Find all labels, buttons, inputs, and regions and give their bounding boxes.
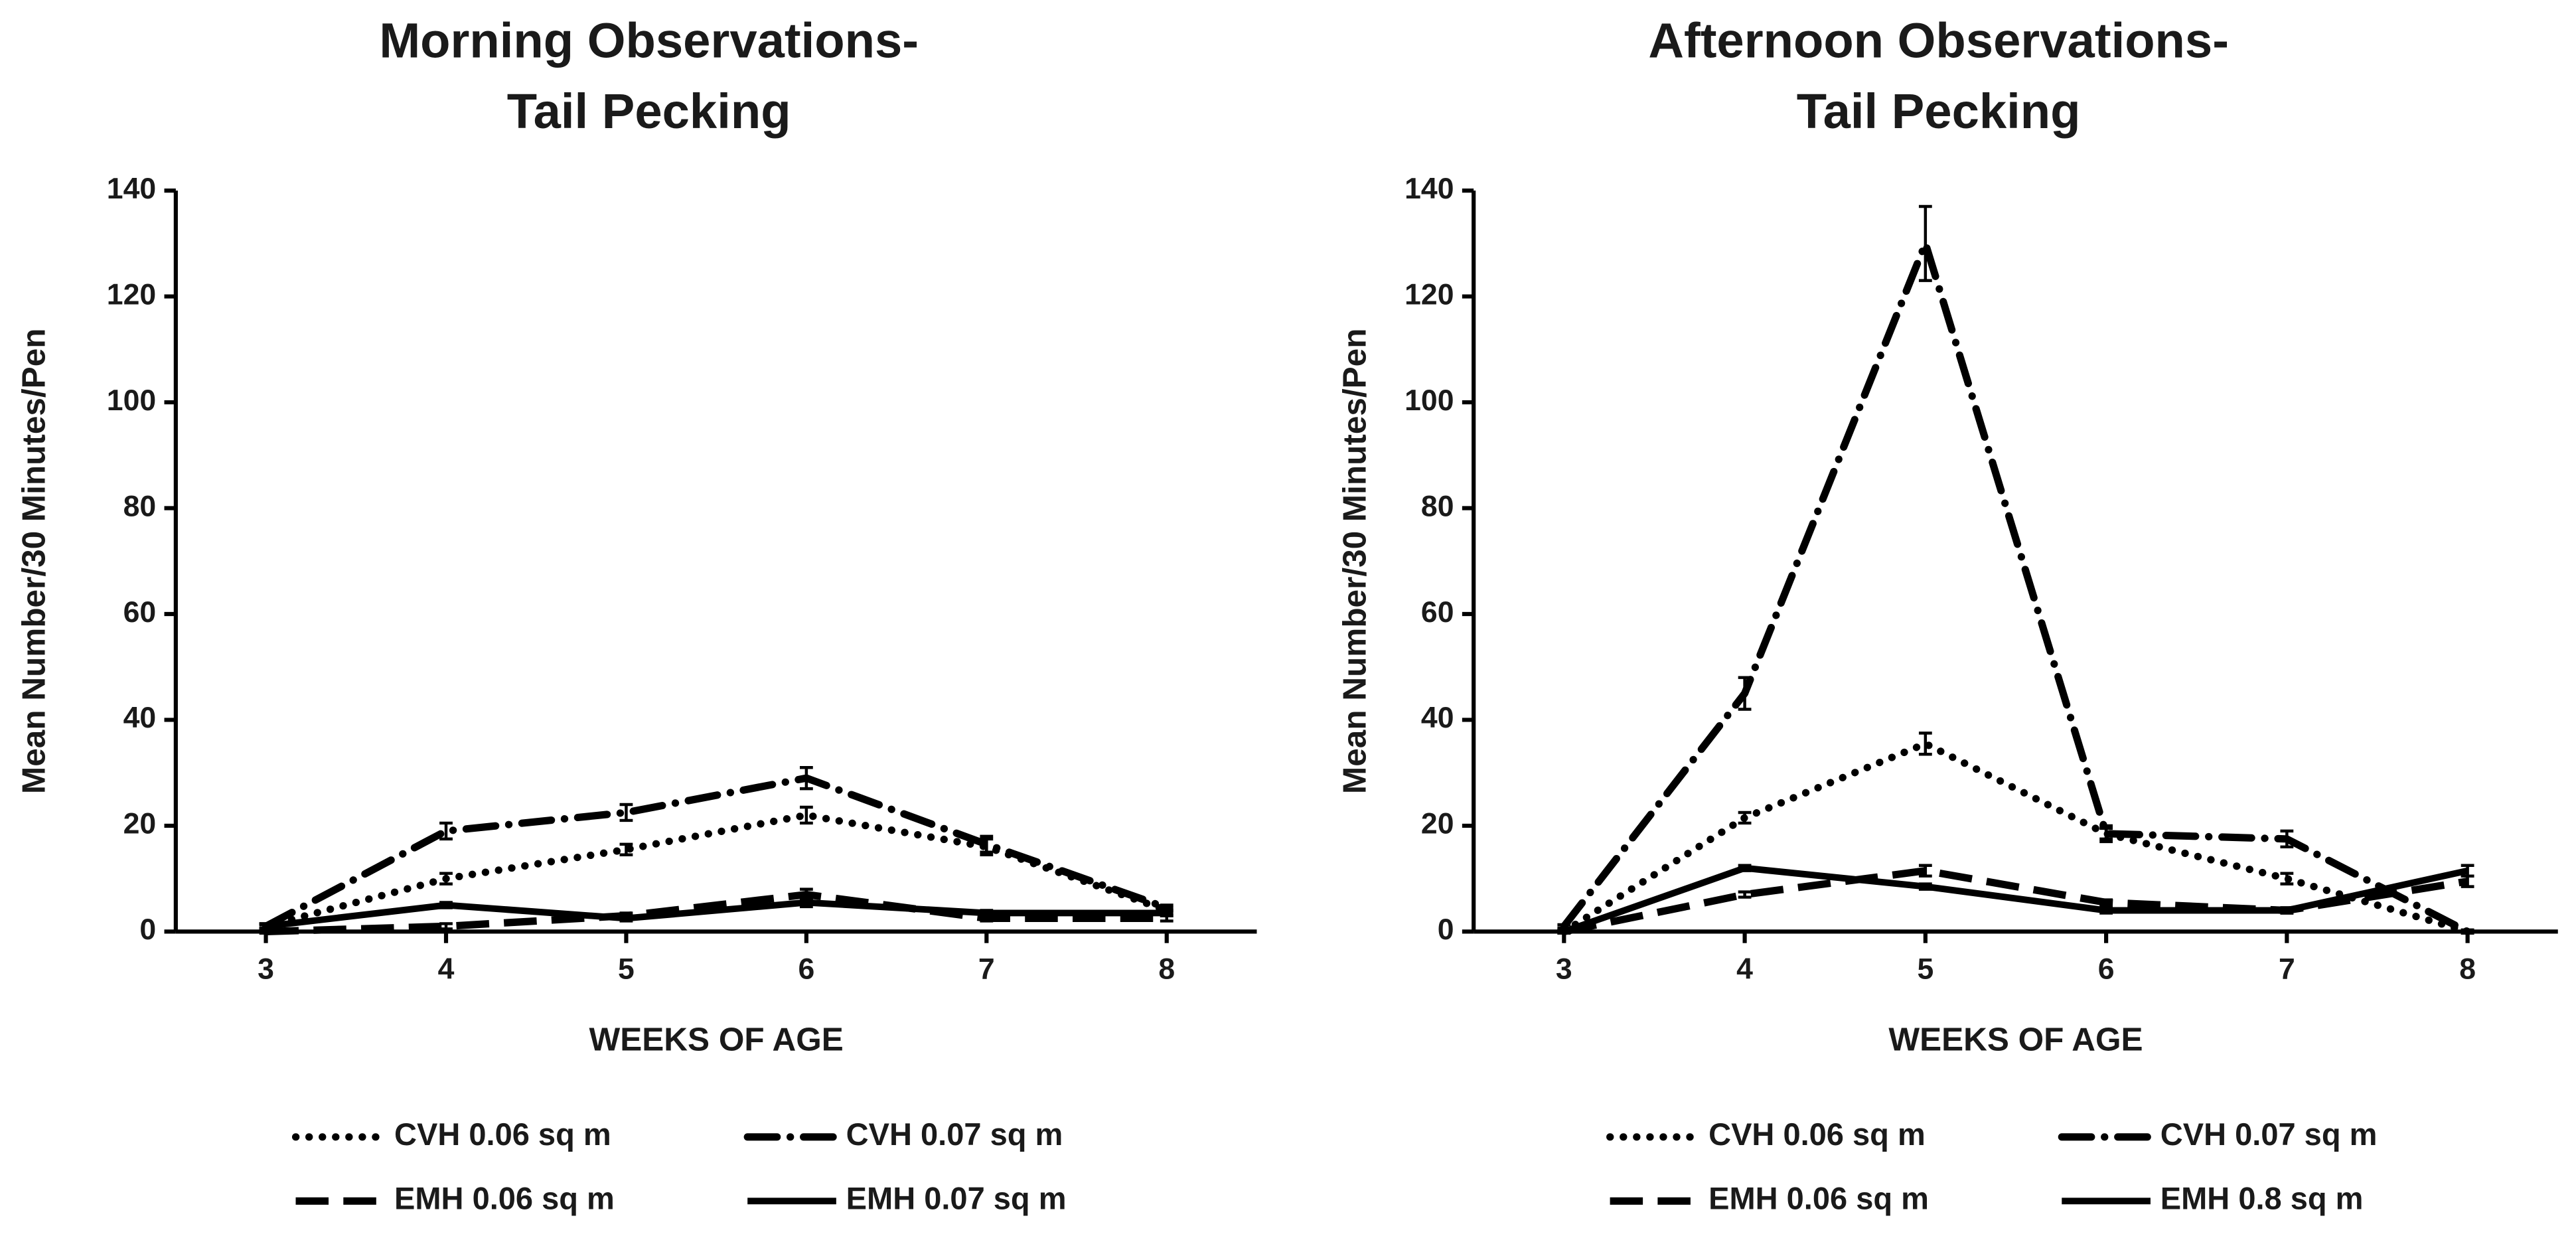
y-tick-label: 140 — [107, 173, 156, 205]
legend-label: EMH 0.8 sq m — [2160, 1181, 2364, 1216]
y-tick-label: 100 — [1404, 384, 1454, 417]
error-bar — [1918, 204, 1932, 282]
series-line — [265, 890, 1167, 935]
y-tick-label: 0 — [1438, 913, 1454, 946]
x-tick-label: 5 — [618, 953, 635, 986]
y-tick-label: 120 — [107, 278, 156, 311]
error-bar — [1738, 676, 1752, 711]
error-bar — [619, 803, 633, 822]
y-tick-label: 40 — [123, 702, 157, 734]
legend-label: CVH 0.07 sq m — [2160, 1117, 2378, 1152]
legend-label: CVH 0.06 sq m — [1708, 1117, 1926, 1152]
y-tick-label: 100 — [107, 384, 156, 417]
y-tick-label: 20 — [123, 808, 157, 840]
x-tick-label: 7 — [2279, 953, 2295, 986]
x-axis-label: WEEKS OF AGE — [589, 1021, 844, 1057]
legend-label: EMH 0.06 sq m — [1708, 1181, 1929, 1216]
error-bar — [799, 805, 813, 825]
legend-label: CVH 0.06 sq m — [394, 1117, 611, 1152]
error-bar — [2099, 898, 2113, 907]
error-bar — [2280, 872, 2294, 886]
error-bar — [1918, 882, 1932, 891]
chart-title: Afternoon Observations- — [1648, 13, 2229, 68]
y-tick-label: 80 — [1421, 490, 1454, 522]
error-bar — [2461, 864, 2474, 878]
series-line — [1560, 232, 2472, 935]
x-tick-label: 8 — [1158, 953, 1175, 986]
x-tick-label: 7 — [978, 953, 995, 986]
legend-label: EMH 0.06 sq m — [394, 1181, 615, 1216]
error-bar — [259, 923, 273, 930]
x-tick-label: 3 — [1556, 953, 1572, 986]
y-tick-label: 40 — [1421, 702, 1454, 734]
chart-title: Tail Pecking — [1797, 84, 2081, 139]
error-bar — [2461, 928, 2474, 935]
series-line — [1563, 867, 2468, 935]
y-tick-label: 60 — [1421, 596, 1454, 629]
error-bar — [2099, 824, 2113, 844]
error-bar — [619, 842, 633, 857]
x-tick-label: 6 — [2098, 953, 2115, 986]
error-bar — [439, 901, 453, 909]
error-bar — [1918, 864, 1932, 878]
x-tick-label: 6 — [798, 953, 814, 986]
x-tick-label: 4 — [438, 953, 455, 986]
legend-label: EMH 0.07 sq m — [846, 1181, 1067, 1216]
y-tick-label: 140 — [1404, 173, 1454, 205]
x-tick-label: 8 — [2459, 953, 2476, 986]
error-bar — [439, 922, 453, 931]
series-line — [1562, 864, 2468, 935]
error-bar — [2280, 906, 2294, 915]
error-bar — [1557, 928, 1571, 935]
error-bar — [980, 909, 994, 917]
x-axis-label: WEEKS OF AGE — [1888, 1021, 2143, 1057]
y-tick-label: 20 — [1421, 808, 1454, 840]
error-bar — [619, 914, 633, 923]
series-line — [265, 899, 1167, 930]
y-tick-label: 80 — [123, 490, 157, 522]
x-tick-label: 3 — [258, 953, 274, 986]
error-bar — [1160, 909, 1174, 917]
error-bar — [799, 765, 813, 791]
error-bar — [439, 872, 453, 886]
error-bar — [259, 928, 273, 935]
error-bar — [1738, 864, 1752, 872]
x-tick-label: 5 — [1917, 953, 1933, 986]
error-bar — [1738, 890, 1752, 899]
error-bar — [1918, 732, 1932, 756]
x-tick-label: 4 — [1736, 953, 1753, 986]
y-tick-label: 120 — [1404, 278, 1454, 311]
legend-label: CVH 0.07 sq m — [846, 1117, 1063, 1152]
chart-title: Morning Observations- — [379, 13, 919, 68]
error-bar — [799, 896, 813, 909]
series-line — [1560, 739, 2472, 935]
error-bar — [2280, 829, 2294, 849]
series-line — [262, 774, 1171, 930]
error-bar — [980, 834, 994, 854]
error-bar — [1738, 811, 1752, 825]
y-axis-label: Mean Number/30 Minutes/Pen — [1337, 329, 1373, 794]
y-tick-label: 0 — [139, 913, 156, 946]
error-bar — [2099, 906, 2113, 915]
error-bar — [439, 821, 453, 841]
y-tick-label: 60 — [123, 596, 157, 629]
chart-title: Tail Pecking — [507, 84, 791, 139]
y-axis-label: Mean Number/30 Minutes/Pen — [16, 329, 52, 794]
